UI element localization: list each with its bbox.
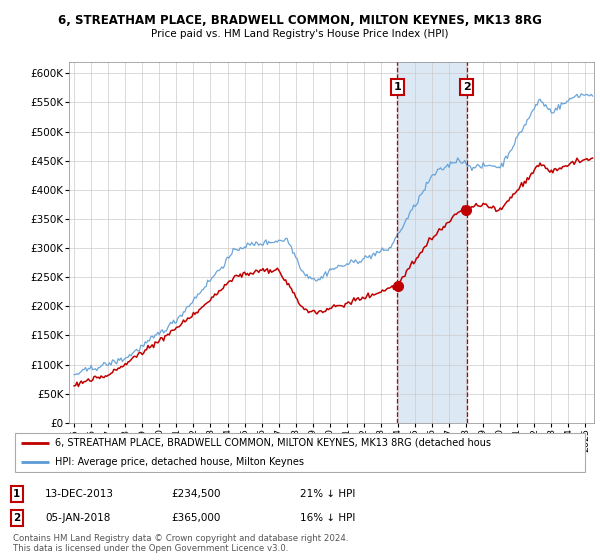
Text: 6, STREATHAM PLACE, BRADWELL COMMON, MILTON KEYNES, MK13 8RG (detached hous: 6, STREATHAM PLACE, BRADWELL COMMON, MIL… (55, 437, 491, 447)
Text: £365,000: £365,000 (171, 513, 220, 523)
Text: 13-DEC-2013: 13-DEC-2013 (45, 489, 114, 499)
Text: Price paid vs. HM Land Registry's House Price Index (HPI): Price paid vs. HM Land Registry's House … (151, 29, 449, 39)
Text: Contains HM Land Registry data © Crown copyright and database right 2024.
This d: Contains HM Land Registry data © Crown c… (13, 534, 349, 553)
Text: 1: 1 (13, 489, 20, 499)
Text: 2: 2 (13, 513, 20, 523)
Text: 2: 2 (463, 82, 471, 92)
Text: 16% ↓ HPI: 16% ↓ HPI (300, 513, 355, 523)
FancyBboxPatch shape (15, 433, 585, 472)
Bar (397, 62, 467, 423)
Text: HPI: Average price, detached house, Milton Keynes: HPI: Average price, detached house, Milt… (55, 457, 304, 467)
Text: 6, STREATHAM PLACE, BRADWELL COMMON, MILTON KEYNES, MK13 8RG: 6, STREATHAM PLACE, BRADWELL COMMON, MIL… (58, 14, 542, 27)
Text: 21% ↓ HPI: 21% ↓ HPI (300, 489, 355, 499)
Text: 1: 1 (394, 82, 401, 92)
Text: 05-JAN-2018: 05-JAN-2018 (45, 513, 110, 523)
Text: £234,500: £234,500 (171, 489, 221, 499)
